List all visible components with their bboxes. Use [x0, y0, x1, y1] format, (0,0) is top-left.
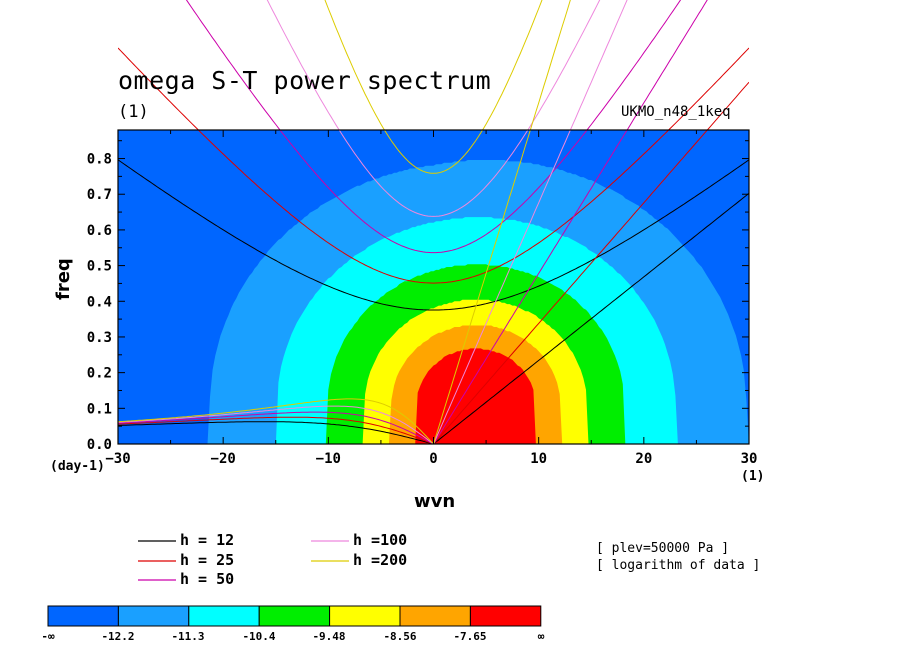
kelvin-curve [433, 0, 628, 444]
rossby-curve [118, 416, 434, 444]
x-tick-label: 10 [530, 451, 547, 467]
inertia-gravity-curve [118, 47, 749, 284]
colorbar-swatch [117, 605, 190, 627]
colorbar-label: -10.4 [242, 630, 276, 643]
rossby-curve [118, 411, 434, 444]
y-tick-label: 0.4 [87, 294, 112, 310]
y-tick-label: 0.8 [87, 152, 112, 168]
legend-label: h = 12 [180, 531, 235, 549]
colorbar-label: -11.3 [171, 630, 205, 643]
colorbar-swatch [188, 605, 260, 627]
x-tick-label: −20 [211, 451, 236, 467]
inertia-gravity-curve [266, 0, 601, 217]
colorbar-swatch [258, 605, 331, 627]
power-contours [118, 130, 749, 444]
rossby-curve [118, 398, 434, 444]
colorbar-label: -8.56 [383, 630, 417, 643]
chart-title: omega S-T power spectrum [118, 66, 492, 95]
x-axis-unit: (1) [741, 469, 765, 484]
y-tick-label: 0.3 [87, 330, 112, 346]
colorbar-label: -9.48 [312, 630, 346, 643]
log-info: [ logarithm of data ] [596, 558, 761, 573]
colorbar-swatch [399, 605, 471, 627]
y-tick-label: 0.5 [87, 259, 112, 275]
x-tick-label: 0 [429, 451, 437, 467]
colorbar-swatch [469, 605, 542, 627]
y-tick-label: 0.1 [87, 401, 112, 417]
legend-label: h = 50 [180, 570, 235, 588]
x-tick-label: 30 [741, 451, 758, 467]
kelvin-curve [433, 192, 749, 444]
colorbar-label: ∞ [537, 630, 545, 643]
colorbar [47, 605, 542, 627]
legend-label: h =200 [353, 551, 408, 569]
kelvin-curve [433, 81, 749, 444]
x-axis-label: wvn [414, 491, 456, 512]
x-tick-label: −30 [105, 451, 130, 467]
colorbar-swatch [47, 605, 119, 627]
colorbar-label: -∞ [41, 630, 55, 643]
axis-ticks: 0.0 0.1 0.2 0.3 0.4 0.5 0.6 0.7 0.8 −30 −20 −10 0 10 2… [87, 130, 758, 467]
y-tick-label: 0.6 [87, 223, 112, 239]
colorbar-swatch [329, 605, 401, 627]
x-tick-label: −10 [316, 451, 341, 467]
y-axis-unit: (day-1) [50, 459, 105, 474]
chart-unit: (1) [118, 102, 149, 122]
legend-label: h =100 [353, 531, 408, 549]
kelvin-curve [433, 0, 708, 444]
inertia-gravity-curve [185, 0, 682, 254]
legend-label: h = 25 [180, 551, 235, 569]
dispersion-curves [118, 0, 749, 444]
colorbar-label: -12.2 [101, 630, 135, 643]
legend-lines [138, 540, 349, 581]
inertia-gravity-curve [324, 0, 543, 174]
colorbar-label: -7.65 [453, 630, 487, 643]
x-tick-label: 20 [635, 451, 652, 467]
kelvin-curve [433, 0, 571, 444]
rossby-curve [118, 405, 434, 444]
inertia-gravity-curve [118, 159, 749, 311]
y-tick-label: 0.7 [87, 187, 112, 203]
y-axis-label: freq [53, 258, 74, 300]
y-tick-label: 0.2 [87, 366, 112, 382]
rossby-curve [118, 421, 434, 444]
model-name: UKMO_n48_1keq [621, 104, 731, 120]
plev-info: [ plev=50000 Pa ] [596, 541, 730, 556]
y-tick-label: 0.0 [87, 437, 112, 453]
